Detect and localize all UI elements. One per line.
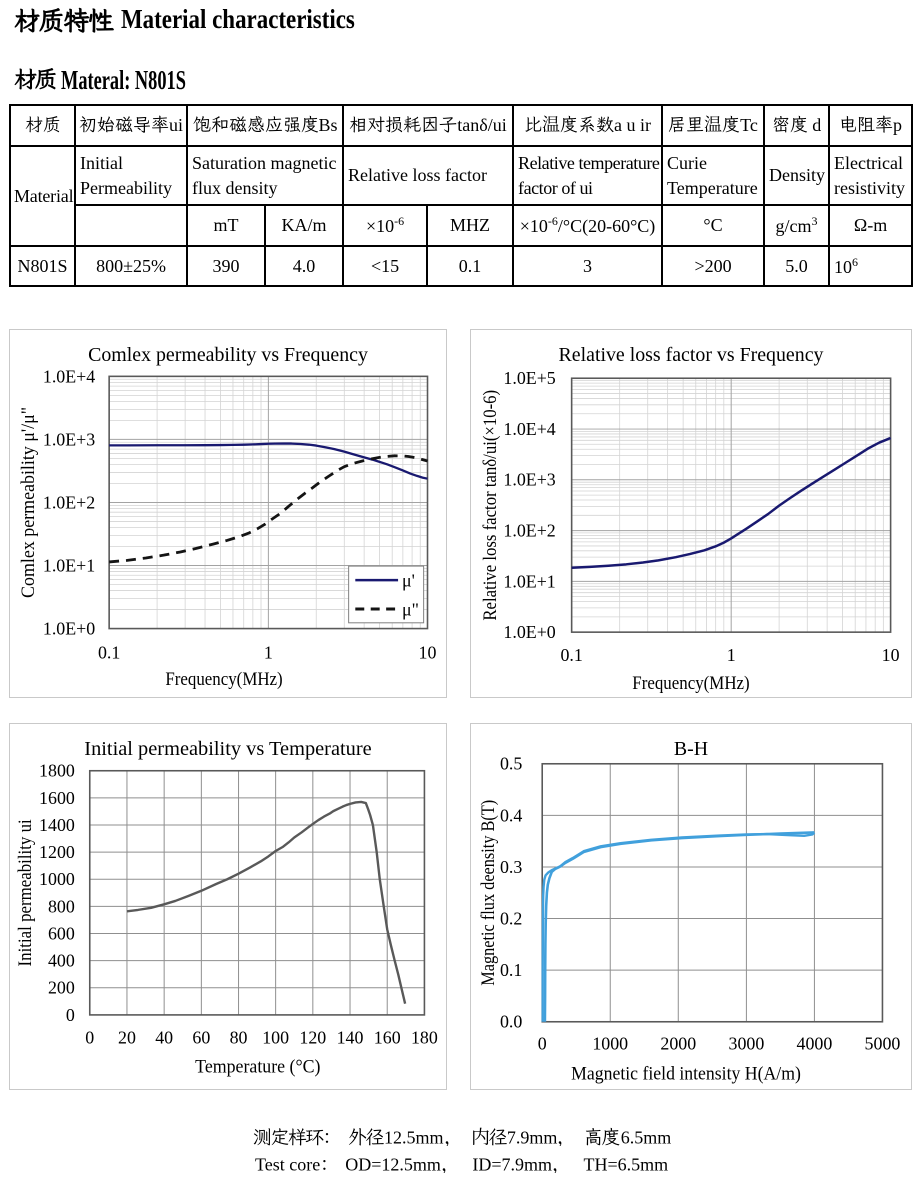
svg-text:1.0E+1: 1.0E+1 [503,571,555,591]
svg-text:1000: 1000 [39,869,75,889]
svg-text:1.0E+3: 1.0E+3 [43,429,95,449]
svg-text:1.0E+2: 1.0E+2 [43,492,95,512]
svg-text:Relative loss factor tanδ/ui(×: Relative loss factor tanδ/ui(×10-6) [480,390,501,621]
svg-text:1: 1 [264,642,273,662]
svg-text:100: 100 [262,1027,289,1047]
svg-text:1.0E+2: 1.0E+2 [503,521,555,541]
svg-text:1.0E+4: 1.0E+4 [43,366,95,386]
svg-text:μ": μ" [402,599,419,619]
svg-text:Magnetic field intensity H(A/m: Magnetic field intensity H(A/m) [571,1063,801,1084]
svg-text:180: 180 [411,1027,438,1047]
svg-text:160: 160 [374,1027,401,1047]
svg-text:5000: 5000 [865,1034,901,1054]
svg-text:0: 0 [66,1005,75,1025]
svg-text:600: 600 [48,924,75,944]
svg-text:0.5: 0.5 [500,754,522,774]
svg-text:0.1: 0.1 [500,960,522,980]
svg-text:Relative loss factor vs Freque: Relative loss factor vs Frequency [559,344,824,366]
svg-text:B-H: B-H [674,738,708,760]
svg-text:1200: 1200 [39,842,75,862]
svg-text:10: 10 [882,645,900,665]
svg-text:0.0: 0.0 [500,1012,522,1032]
svg-text:200: 200 [48,978,75,998]
svg-text:Comlex permeability vs Frequen: Comlex permeability vs Frequency [88,344,368,366]
svg-text:0: 0 [85,1027,94,1047]
svg-text:Magnetic flux deensity B(T): Magnetic flux deensity B(T) [478,800,499,986]
svg-text:3000: 3000 [729,1034,765,1054]
svg-text:1000: 1000 [592,1034,628,1054]
svg-text:Temperature (°C): Temperature (°C) [195,1057,320,1078]
svg-text:0.3: 0.3 [500,857,522,877]
svg-text:60: 60 [192,1027,210,1047]
svg-text:0.1: 0.1 [98,642,120,662]
svg-text:1.0E+1: 1.0E+1 [43,555,95,575]
svg-text:0.2: 0.2 [500,909,522,929]
svg-text:80: 80 [230,1027,248,1047]
svg-text:Frequency(MHz): Frequency(MHz) [632,673,749,694]
svg-text:1600: 1600 [39,788,75,808]
svg-text:Initial permeability ui: Initial permeability ui [15,819,36,966]
svg-text:μ': μ' [402,571,415,591]
svg-text:2000: 2000 [660,1034,696,1054]
svg-text:20: 20 [118,1027,136,1047]
svg-text:120: 120 [299,1027,326,1047]
svg-text:1.0E+4: 1.0E+4 [503,419,555,439]
svg-text:0.4: 0.4 [500,805,522,825]
svg-text:140: 140 [337,1027,364,1047]
svg-text:1.0E+0: 1.0E+0 [43,619,95,639]
svg-text:0.1: 0.1 [560,645,582,665]
svg-text:Initial permeability vs Temper: Initial permeability vs Temperature [84,738,372,760]
svg-text:400: 400 [48,951,75,971]
svg-text:10: 10 [419,642,437,662]
svg-text:1: 1 [727,645,736,665]
svg-text:Comlex permeability μ'/μ": Comlex permeability μ'/μ" [18,407,39,598]
svg-text:1.0E+5: 1.0E+5 [503,368,555,388]
svg-text:1.0E+3: 1.0E+3 [503,470,555,490]
svg-text:1400: 1400 [39,815,75,835]
svg-text:1800: 1800 [39,761,75,781]
svg-text:40: 40 [155,1027,173,1047]
svg-text:1.0E+0: 1.0E+0 [503,622,555,642]
svg-text:800: 800 [48,896,75,916]
svg-text:Frequency(MHz): Frequency(MHz) [165,669,282,690]
svg-text:0: 0 [538,1034,547,1054]
svg-text:4000: 4000 [797,1034,833,1054]
